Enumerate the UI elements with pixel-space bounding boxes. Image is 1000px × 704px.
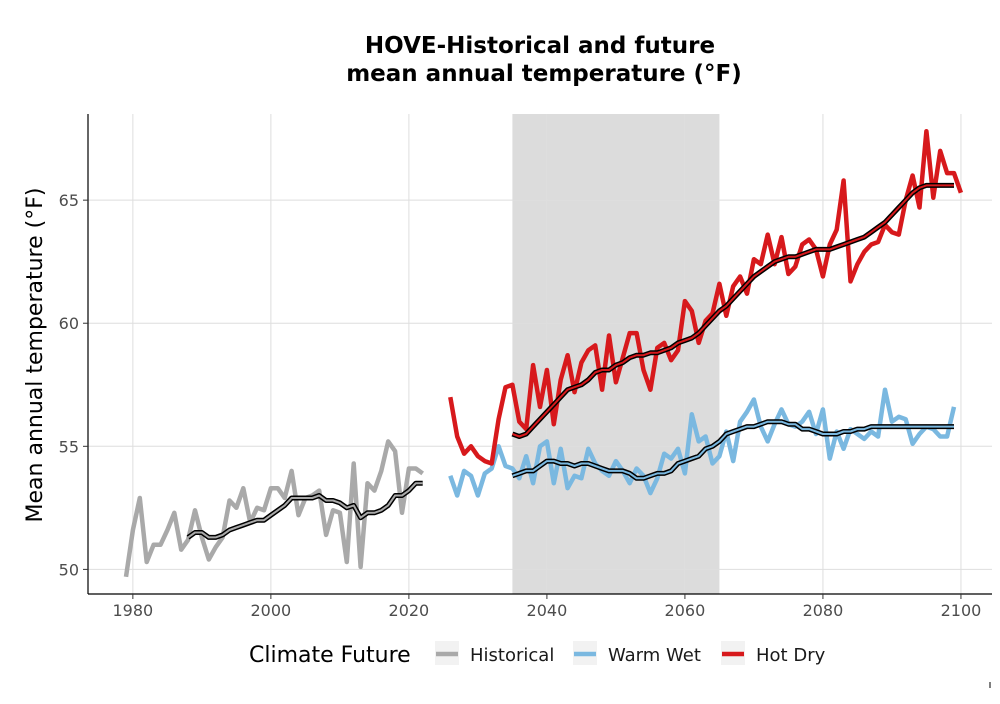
series-layer: [123, 128, 964, 578]
chart-title: HOVE-Historical and future mean annual t…: [346, 33, 742, 87]
x-tick-label-1980: 1980: [112, 601, 153, 620]
series-line-hot-dry: [448, 128, 964, 466]
axis-layer: 1980 2000 2020 2040 2060 2080 2100 50 55 60 65: [59, 114, 992, 620]
series-line-warm-wet: [448, 387, 957, 498]
x-tick-label-2080: 2080: [803, 601, 844, 620]
y-tick-label-50: 50: [59, 560, 79, 579]
chart-title-line-2: mean annual temperature (°F): [346, 61, 742, 87]
x-tick-label-2060: 2060: [665, 601, 706, 620]
x-tick-label-2040: 2040: [527, 601, 568, 620]
y-axis-label: Mean annual temperature (°F): [23, 188, 48, 523]
legend-label-warm-wet: Warm Wet: [608, 645, 701, 666]
x-tick-label-2020: 2020: [389, 601, 430, 620]
x-tick-label-2000: 2000: [251, 601, 292, 620]
legend-label-hot-dry: Hot Dry: [756, 645, 826, 666]
series-line-historical: [123, 439, 425, 578]
smoothed-line-hot-dry: [512, 184, 954, 438]
shaded-period: [512, 114, 720, 594]
smoothed-line-historical: [187, 482, 423, 539]
legend-title: Climate Future: [249, 643, 411, 668]
legend: Climate Future Historical Warm Wet Hot Dry: [249, 641, 826, 668]
shaded-period-layer: [512, 114, 720, 594]
chart-title-line-1: HOVE-Historical and future: [365, 33, 715, 59]
smoothed-line-warm-wet: [512, 420, 954, 480]
y-tick-label-60: 60: [59, 314, 79, 333]
x-tick-label-2100: 2100: [941, 601, 982, 620]
y-tick-label-55: 55: [59, 437, 79, 456]
y-tick-label-65: 65: [59, 191, 79, 210]
legend-label-historical: Historical: [470, 645, 554, 666]
